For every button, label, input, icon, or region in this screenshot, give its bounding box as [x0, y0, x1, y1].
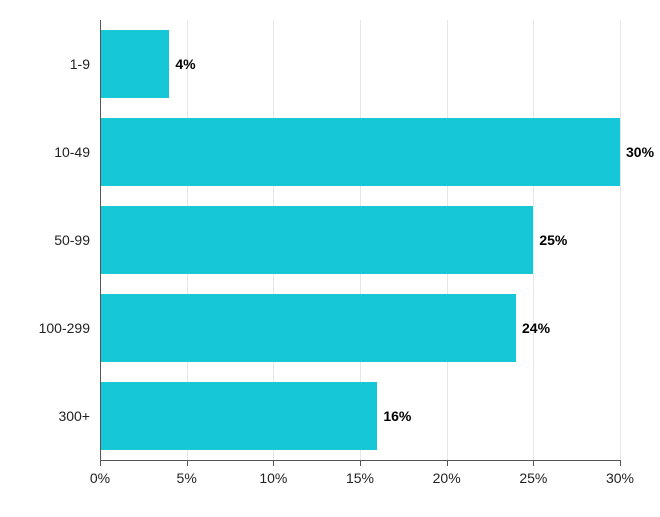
x-tick-label: 10% [259, 470, 287, 486]
x-tick-label: 5% [177, 470, 197, 486]
bar [100, 206, 533, 275]
value-label: 16% [383, 408, 411, 424]
x-tick-label: 15% [346, 470, 374, 486]
x-tick-label: 30% [606, 470, 634, 486]
bar [100, 382, 377, 451]
bar [100, 118, 620, 187]
category-label: 300+ [58, 408, 90, 424]
gridline [533, 20, 534, 460]
x-axis-line [100, 460, 620, 461]
value-label: 25% [539, 232, 567, 248]
x-tick-label: 0% [90, 470, 110, 486]
bar [100, 294, 516, 363]
value-label: 30% [626, 144, 654, 160]
x-tick-label: 25% [519, 470, 547, 486]
horizontal-bar-chart: 0% 5% 10% 15% 20% 25% 30% 1-9 4% 10-49 30% 50-99 25%… [0, 0, 660, 517]
category-label: 10-49 [54, 144, 90, 160]
x-tick-mark [620, 460, 621, 466]
y-axis-line [100, 20, 101, 460]
value-label: 24% [522, 320, 550, 336]
gridline [620, 20, 621, 460]
category-label: 50-99 [54, 232, 90, 248]
bar [100, 30, 169, 99]
category-label: 1-9 [70, 56, 90, 72]
x-tick-label: 20% [433, 470, 461, 486]
value-label: 4% [175, 56, 195, 72]
category-label: 100-299 [39, 320, 90, 336]
